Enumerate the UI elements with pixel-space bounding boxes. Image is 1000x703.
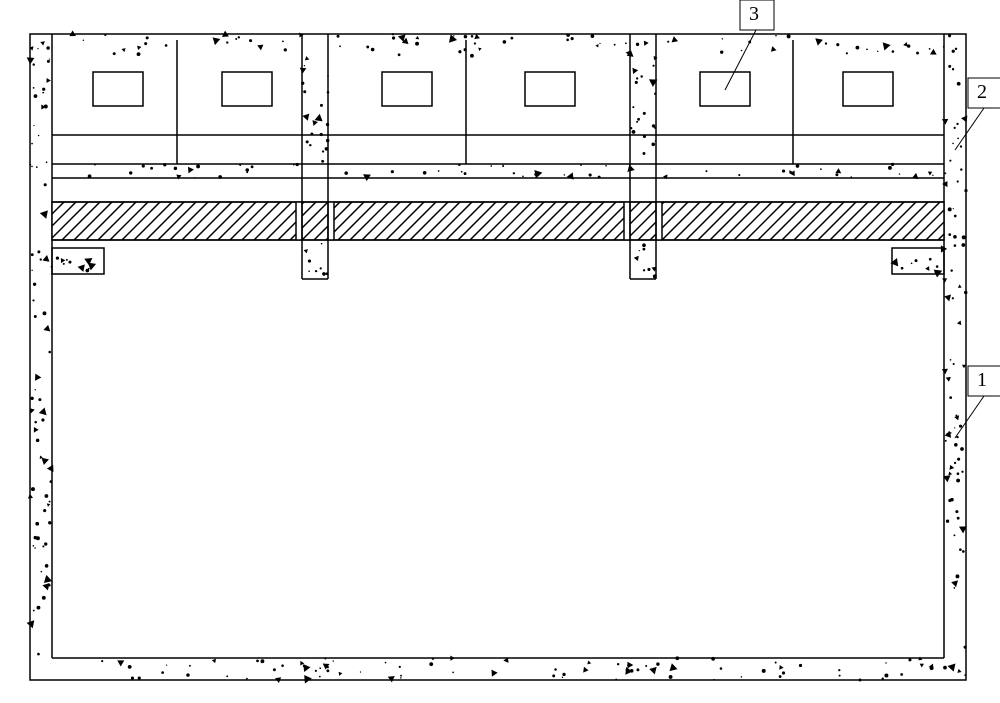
- svg-text:3: 3: [749, 3, 759, 25]
- svg-text:1: 1: [977, 369, 987, 391]
- svg-text:2: 2: [977, 81, 987, 103]
